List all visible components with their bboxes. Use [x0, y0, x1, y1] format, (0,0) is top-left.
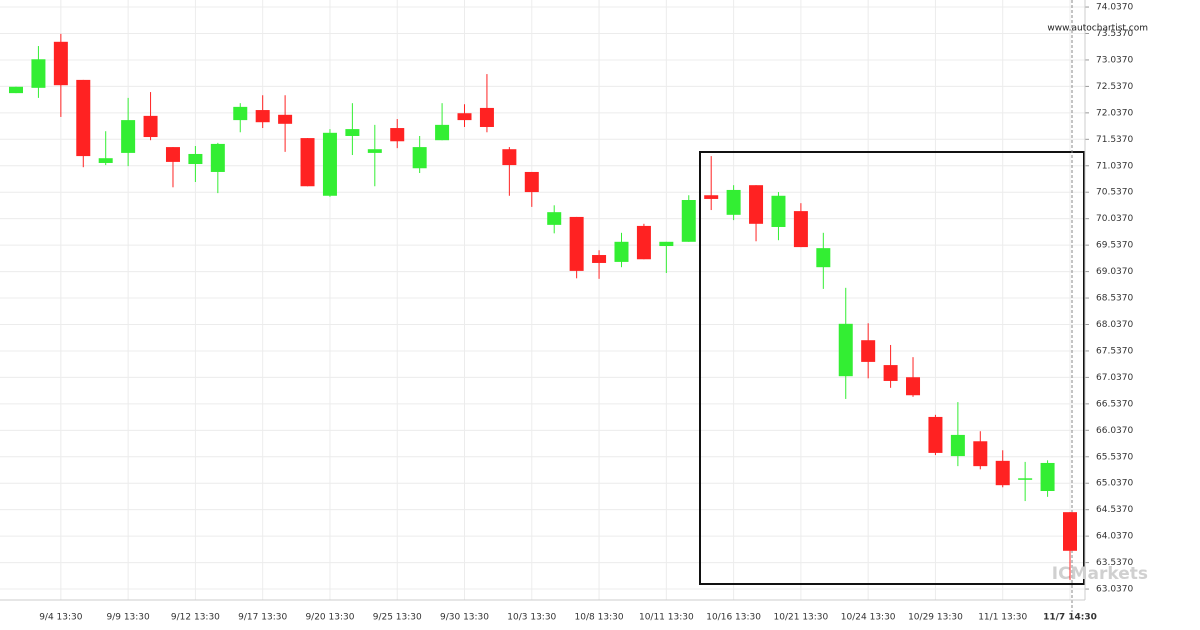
- candle-body: [659, 241, 674, 247]
- candle-body: [928, 416, 943, 453]
- candle-body: [681, 200, 696, 242]
- candle-body: [233, 106, 248, 121]
- candle-body: [210, 143, 225, 172]
- y-tick-label: 72.0370: [1096, 108, 1133, 118]
- candle-body: [793, 211, 808, 248]
- y-tick-label: 65.5370: [1096, 452, 1133, 462]
- y-tick-label: 63.0370: [1096, 585, 1133, 595]
- x-tick-label: 10/24 13:30: [841, 613, 896, 623]
- x-tick-label: 9/4 13:30: [39, 613, 83, 623]
- y-tick-label: 66.5370: [1096, 399, 1133, 409]
- x-tick-label: 10/21 13:30: [774, 613, 829, 623]
- candle-body: [861, 340, 876, 362]
- x-tick-label: 9/12 13:30: [171, 613, 220, 623]
- candle-body: [816, 248, 831, 268]
- candle-body: [592, 255, 607, 263]
- candle-body: [771, 195, 786, 227]
- candle-body: [345, 129, 360, 136]
- watermark: www.autochartist.com: [1047, 24, 1148, 34]
- candle-body: [322, 132, 337, 196]
- x-tick-label: 11/7 14:30: [1043, 613, 1097, 623]
- x-tick-label: 10/8 13:30: [575, 613, 624, 623]
- y-tick-label: 69.5370: [1096, 241, 1133, 251]
- y-tick-label: 73.0370: [1096, 55, 1133, 65]
- x-tick-label: 11/1 13:30: [978, 613, 1027, 623]
- candle-body: [278, 114, 293, 124]
- x-tick-label: 9/30 13:30: [440, 613, 489, 623]
- candle-body: [457, 113, 472, 121]
- candle-body: [973, 441, 988, 467]
- candle-body: [165, 147, 180, 162]
- candle-body: [255, 110, 270, 123]
- x-tick-label: 10/11 13:30: [639, 613, 694, 623]
- y-tick-label: 67.0370: [1096, 373, 1133, 383]
- candle-body: [547, 212, 562, 225]
- candle-body: [524, 171, 539, 193]
- y-tick-label: 65.0370: [1096, 479, 1133, 489]
- candle-body: [53, 41, 68, 86]
- y-tick-label: 70.0370: [1096, 214, 1133, 224]
- x-tick-label: 10/16 13:30: [706, 613, 761, 623]
- candle-body: [1040, 462, 1055, 492]
- logo: ICMarkets: [1052, 564, 1148, 584]
- y-tick-label: 74.0370: [1096, 3, 1133, 13]
- candle-body: [121, 120, 136, 153]
- x-tick-label: 9/9 13:30: [106, 613, 150, 623]
- x-tick-label: 9/17 13:30: [238, 613, 287, 623]
- candle-body: [76, 79, 91, 157]
- y-tick-label: 68.0370: [1096, 320, 1133, 330]
- candle-body: [838, 323, 853, 377]
- candle-body: [749, 185, 764, 224]
- candle-body: [704, 195, 719, 199]
- candle-body: [995, 460, 1010, 486]
- candle-body: [614, 241, 629, 262]
- candle-body: [300, 138, 315, 187]
- y-tick-label: 64.0370: [1096, 532, 1133, 542]
- candle-body: [726, 189, 741, 215]
- y-tick-label: 68.5370: [1096, 294, 1133, 304]
- x-tick-label: 10/29 13:30: [908, 613, 963, 623]
- candle-body: [569, 216, 584, 271]
- y-tick-label: 73.5370: [1096, 29, 1133, 39]
- candle-body: [1063, 512, 1077, 551]
- candle-body: [188, 153, 203, 165]
- candle-body: [883, 365, 898, 381]
- x-tick-label: 9/20 13:30: [305, 613, 354, 623]
- candle-body: [390, 128, 405, 142]
- y-tick-label: 71.5370: [1096, 135, 1133, 145]
- x-tick-label: 9/25 13:30: [373, 613, 422, 623]
- candle-body: [98, 158, 113, 163]
- candle-body: [906, 377, 921, 396]
- x-tick-label: 10/3 13:30: [507, 613, 556, 623]
- y-tick-label: 70.5370: [1096, 188, 1133, 198]
- candle-body: [950, 434, 965, 457]
- y-tick-label: 71.0370: [1096, 161, 1133, 171]
- y-tick-label: 67.5370: [1096, 346, 1133, 356]
- candle-body: [479, 107, 494, 127]
- candle-body: [31, 59, 46, 88]
- candle-body: [367, 149, 382, 153]
- candle-body: [502, 149, 517, 166]
- candle-body: [1018, 478, 1033, 480]
- pattern-box: [699, 151, 1085, 585]
- candle-body: [435, 124, 450, 141]
- y-tick-label: 72.5370: [1096, 82, 1133, 92]
- y-tick-label: 69.0370: [1096, 267, 1133, 277]
- y-tick-label: 66.0370: [1096, 426, 1133, 436]
- candle-body: [143, 115, 158, 138]
- candle-body: [636, 225, 651, 260]
- candle-body: [412, 147, 427, 169]
- y-tick-label: 63.5370: [1096, 558, 1133, 568]
- y-tick-label: 64.5370: [1096, 505, 1133, 515]
- candle-body: [9, 86, 23, 94]
